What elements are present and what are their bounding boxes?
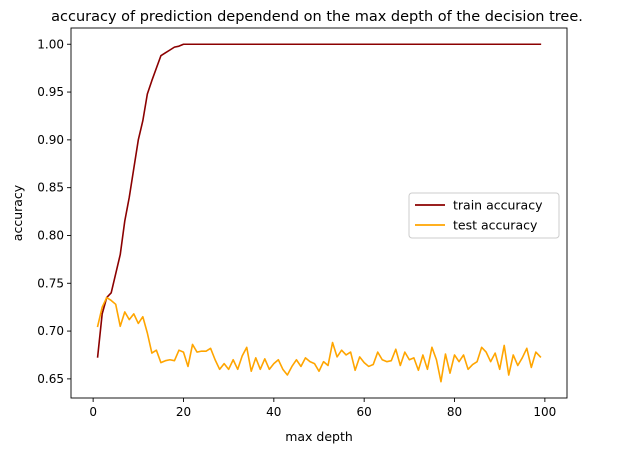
series-layer <box>96 43 542 383</box>
y-tick-label: 0.80 <box>37 228 64 242</box>
legend: train accuracy test accuracy <box>408 192 560 239</box>
y-tick-label: 0.65 <box>37 372 64 386</box>
x-tick-label: 80 <box>447 405 462 419</box>
y-tick-label: 0.70 <box>37 324 64 338</box>
y-tick-label: 0.85 <box>37 181 64 195</box>
legend-label-0: train accuracy <box>453 198 543 213</box>
x-tick-label: 40 <box>266 405 281 419</box>
x-tick-label: 0 <box>89 405 97 419</box>
legend-label-1: test accuracy <box>453 218 538 233</box>
chart-title: accuracy of prediction dependend on the … <box>51 9 583 25</box>
series-line-0 <box>96 43 542 358</box>
y-tick-label: 0.95 <box>37 85 64 99</box>
y-tick-label: 1.00 <box>37 37 64 51</box>
series-line-1 <box>96 296 542 383</box>
legend-frame <box>408 192 560 239</box>
plot-frame <box>70 27 568 399</box>
x-tick-label: 20 <box>176 405 191 419</box>
x-tick-label: 60 <box>357 405 372 419</box>
y-tick-label: 0.75 <box>37 276 64 290</box>
x-axis-label: max depth <box>285 429 353 444</box>
x-tick-label: 100 <box>533 405 556 419</box>
y-tick-label: 0.90 <box>37 133 64 147</box>
axes-layer: 0 20 40 60 80 100 0.65 0.70 0.75 0.80 0.85 0.90 0.95… <box>37 27 568 419</box>
y-axis-label: accuracy <box>10 184 25 241</box>
